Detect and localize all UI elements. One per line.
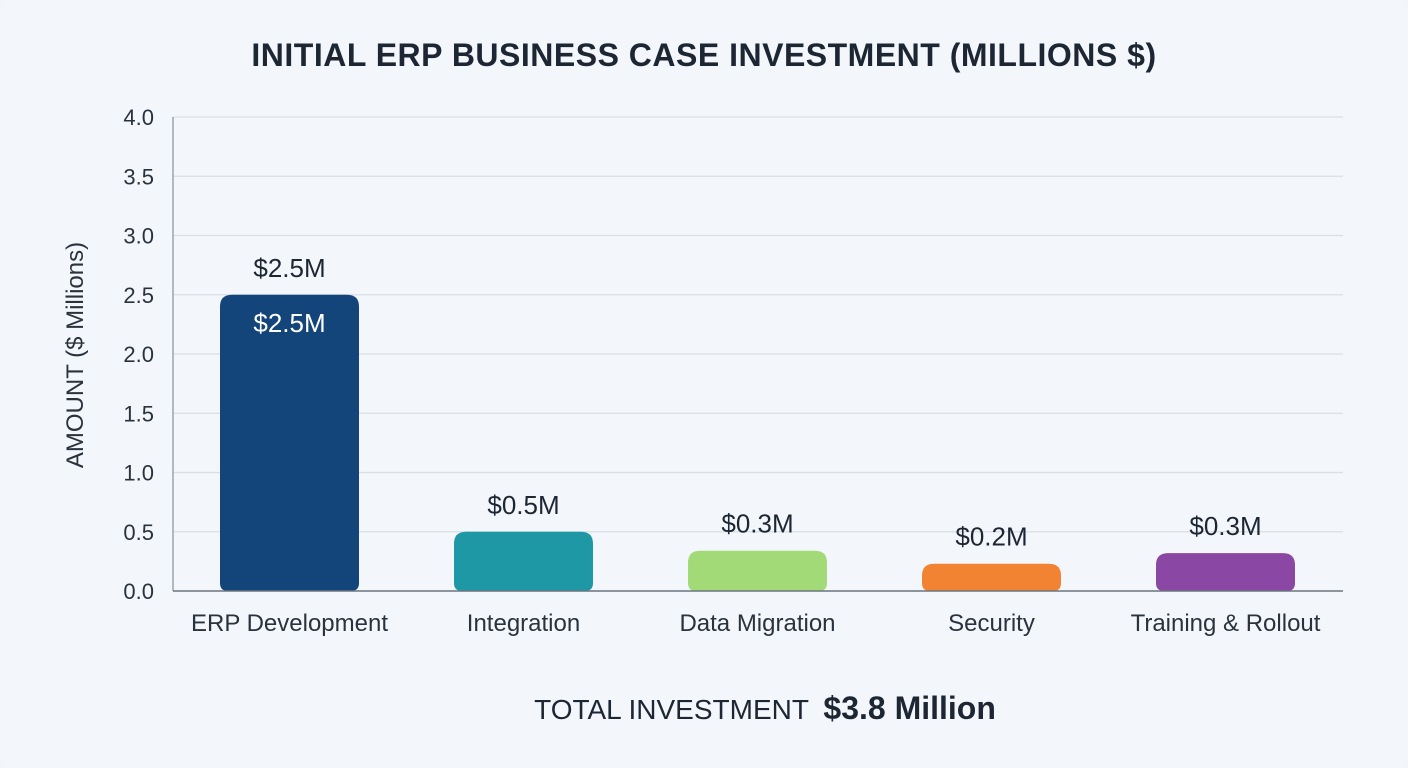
y-axis-ticks: 0.0 0.5 1.0 1.5 2.0 2.5 3.0 3.5 4.0 bbox=[123, 105, 154, 604]
y-tick-label: 2.5 bbox=[123, 283, 154, 308]
data-label: $0.2M bbox=[955, 522, 1027, 552]
bar-3 bbox=[922, 563, 1061, 591]
y-tick-label: 2.0 bbox=[123, 342, 154, 367]
total-investment-label: TOTAL INVESTMENT bbox=[534, 694, 809, 725]
y-axis-label: AMOUNT ($ Millions) bbox=[62, 242, 89, 468]
y-tick-label: 4.0 bbox=[123, 105, 154, 130]
x-category-label: Integration bbox=[467, 610, 580, 637]
x-category-label: Data Migration bbox=[679, 610, 835, 637]
y-tick-label: 0.5 bbox=[123, 520, 154, 545]
gridlines bbox=[173, 116, 1343, 533]
bar-1 bbox=[454, 531, 593, 591]
x-category-label: Training & Rollout bbox=[1131, 610, 1321, 637]
y-tick-label: 1.5 bbox=[123, 401, 154, 426]
y-tick-label: 1.0 bbox=[123, 461, 154, 486]
data-label: $0.5M bbox=[487, 490, 559, 520]
y-tick-label: 0.0 bbox=[123, 579, 154, 604]
y-tick-label: 3.5 bbox=[123, 164, 154, 189]
x-category-label: ERP Development bbox=[191, 610, 388, 637]
total-investment: TOTAL INVESTMENT $3.8 Million bbox=[534, 690, 996, 726]
bar-4 bbox=[1156, 553, 1295, 591]
bar-0 bbox=[220, 294, 359, 591]
data-label: $2.5M bbox=[253, 253, 325, 283]
x-axis-categories: ERP Development Integration Data Migration… bbox=[191, 610, 1321, 637]
y-tick-label: 3.0 bbox=[123, 224, 154, 249]
bars: $2.5M $2.5M $0.5M $0.3M $0.2M $0.3M bbox=[220, 253, 1295, 591]
data-label: $0.3M bbox=[1189, 511, 1261, 541]
inner-data-label: $2.5M bbox=[253, 308, 325, 338]
chart-title: INITIAL ERP BUSINESS CASE INVESTMENT (MI… bbox=[251, 37, 1156, 73]
x-category-label: Security bbox=[948, 610, 1035, 637]
total-investment-value: $3.8 Million bbox=[823, 690, 995, 726]
bar-2 bbox=[688, 550, 827, 591]
data-label: $0.3M bbox=[721, 509, 793, 539]
